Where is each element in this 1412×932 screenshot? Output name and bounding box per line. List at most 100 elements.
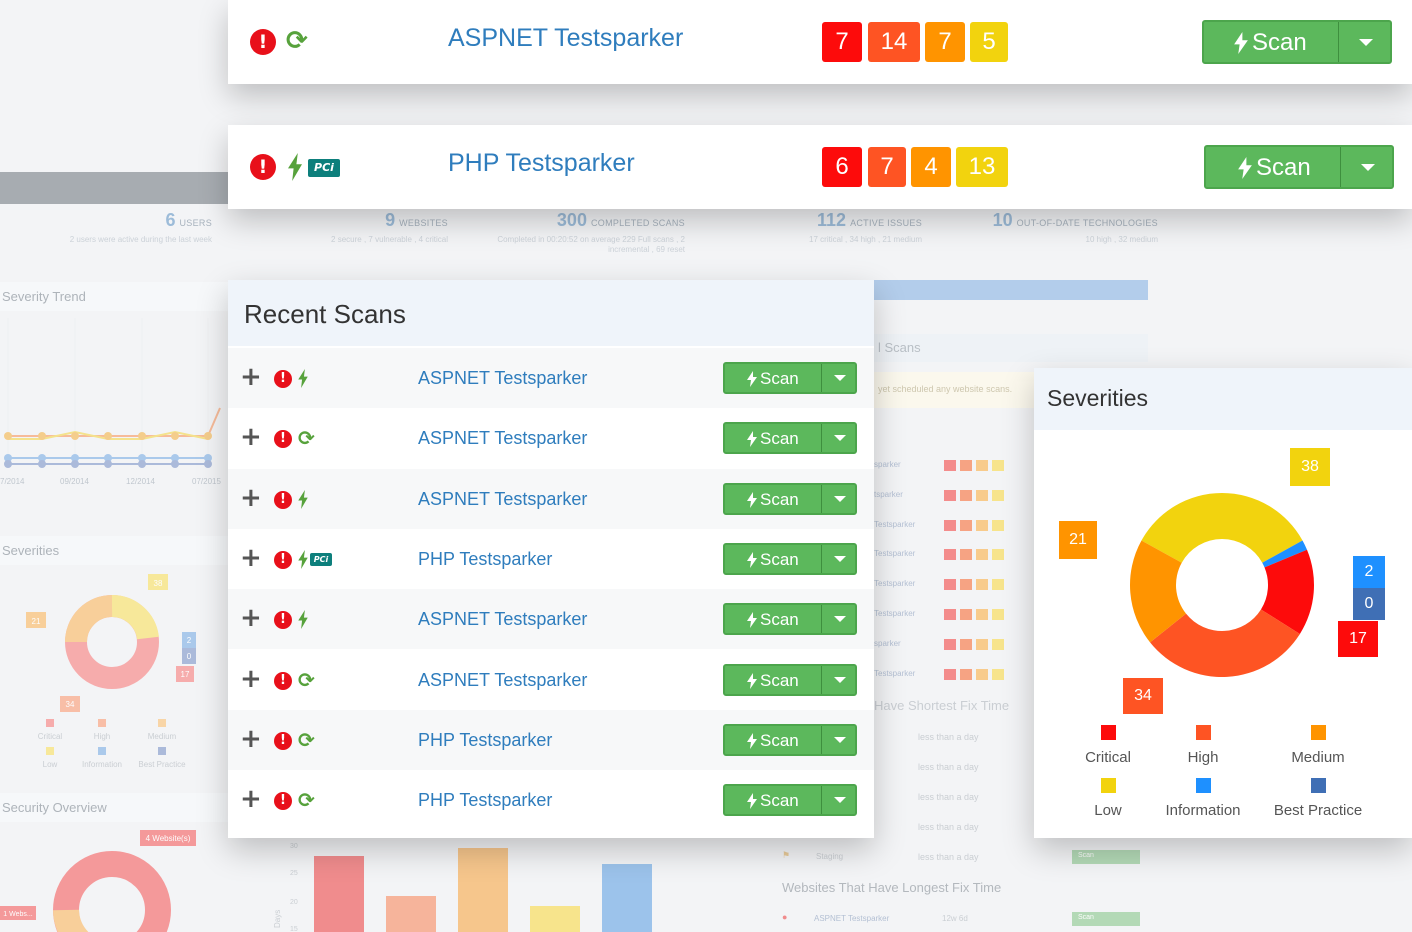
legend-information[interactable]: Information bbox=[1165, 802, 1241, 819]
count-medium[interactable]: 4 bbox=[911, 147, 951, 187]
count-high[interactable]: 7 bbox=[868, 147, 906, 187]
dropdown-toggle-icon[interactable] bbox=[834, 616, 846, 623]
longest-fix-title: Websites That Have Longest Fix Time bbox=[782, 880, 1002, 895]
scan-button[interactable]: Scan bbox=[723, 362, 857, 394]
scan-button[interactable]: Scan bbox=[723, 663, 857, 696]
legend-best-practice[interactable]: Best Practice bbox=[1273, 802, 1363, 819]
scan-button[interactable]: Scan bbox=[723, 542, 857, 575]
bg-count-badge bbox=[976, 519, 988, 531]
trend-tick-1: 7/2014 bbox=[0, 477, 25, 486]
scan-button-label: Scan bbox=[760, 730, 799, 750]
scan-row: + ! ASPNET Testsparker Scan bbox=[228, 468, 874, 529]
count-critical[interactable]: 6 bbox=[822, 147, 862, 187]
scan-row: + ! ⟳ PHP Testsparker Scan bbox=[228, 770, 874, 830]
dropdown-toggle-icon[interactable] bbox=[834, 797, 846, 804]
mini-label-21: 21 bbox=[32, 617, 41, 626]
donut-slice-low[interactable] bbox=[1141, 493, 1303, 563]
stat-users: 6 USERS 2 users were active during the la… bbox=[40, 210, 212, 244]
expand-plus-icon[interactable]: + bbox=[240, 723, 262, 754]
scan-website-link[interactable]: PHP Testsparker bbox=[418, 790, 553, 811]
bg-mini-scan-button-1[interactable]: Scan bbox=[1072, 850, 1140, 864]
dropdown-toggle-icon[interactable] bbox=[834, 375, 846, 381]
legend-critical[interactable]: Critical bbox=[1085, 749, 1131, 766]
dropdown-toggle-icon[interactable] bbox=[834, 495, 846, 502]
scan-button[interactable]: Scan bbox=[723, 784, 857, 817]
bg-count-badge bbox=[944, 519, 956, 531]
expand-plus-icon[interactable]: + bbox=[240, 482, 262, 513]
flag-icon: ⚑ bbox=[782, 850, 791, 860]
donut-slice-critical[interactable] bbox=[1260, 549, 1314, 634]
website-name-link[interactable]: PHP Testsparker bbox=[448, 149, 635, 177]
scan-row: + ! ASPNET Testsparker Scan bbox=[228, 348, 874, 408]
scan-website-link[interactable]: ASPNET Testsparker bbox=[418, 669, 588, 690]
refresh-icon: ⟳ bbox=[286, 26, 308, 56]
scan-website-link[interactable]: ASPNET Testsparker bbox=[418, 609, 588, 630]
dropdown-toggle-icon[interactable] bbox=[834, 736, 846, 743]
stat-websites-value: 9 bbox=[385, 210, 396, 230]
scan-button[interactable]: Scan bbox=[723, 723, 857, 756]
stat-websites-label: WEBSITES bbox=[399, 218, 448, 228]
count-medium[interactable]: 7 bbox=[925, 22, 965, 62]
donut-slice-information[interactable] bbox=[1262, 540, 1307, 568]
expand-plus-icon[interactable]: + bbox=[240, 362, 262, 392]
legend-low[interactable]: Low bbox=[1094, 802, 1122, 819]
bg-scans-title: l Scans bbox=[874, 334, 1148, 362]
legend-low-swatch bbox=[1101, 778, 1116, 793]
dropdown-toggle-icon[interactable] bbox=[834, 435, 846, 442]
count-low[interactable]: 13 bbox=[956, 147, 1008, 187]
count-critical[interactable]: 7 bbox=[822, 22, 862, 62]
scan-button-label: Scan bbox=[760, 791, 799, 811]
scan-website-link[interactable]: ASPNET Testsparker bbox=[418, 428, 588, 449]
dropdown-toggle-icon[interactable] bbox=[834, 555, 846, 562]
dropdown-toggle-icon[interactable] bbox=[834, 676, 846, 683]
bg-count-badge bbox=[944, 579, 956, 591]
legend-high[interactable]: High bbox=[1187, 749, 1219, 766]
expand-plus-icon[interactable]: + bbox=[240, 663, 262, 694]
bg-count-badge bbox=[992, 489, 1004, 501]
expand-plus-icon[interactable]: + bbox=[240, 542, 262, 573]
bolt-icon bbox=[1238, 157, 1252, 179]
scan-website-link[interactable]: PHP Testsparker bbox=[418, 548, 553, 569]
bg-scan-row-name: Testsparker bbox=[874, 579, 916, 589]
scan-website-link[interactable]: PHP Testsparker bbox=[418, 729, 553, 750]
scan-website-link[interactable]: ASPNET Testsparker bbox=[418, 488, 588, 509]
count-high[interactable]: 14 bbox=[868, 22, 920, 62]
legend-medium[interactable]: Medium bbox=[1291, 749, 1345, 766]
severities-donut-chart bbox=[1130, 493, 1314, 677]
bg-scan-row-name: Testsparker bbox=[874, 609, 916, 618]
bolt-icon bbox=[747, 551, 757, 568]
website-name-link[interactable]: ASPNET Testsparker bbox=[448, 24, 684, 52]
count-low[interactable]: 5 bbox=[970, 22, 1008, 62]
label-critical-value: 17 bbox=[1338, 621, 1378, 657]
bg-severities-title: Severities bbox=[0, 536, 228, 565]
stat-users-sub: 2 users were active during the last week bbox=[69, 235, 212, 244]
expand-plus-icon[interactable]: + bbox=[240, 784, 262, 815]
bg-scan-row-name: Testsparker bbox=[874, 549, 916, 559]
scan-website-link[interactable]: ASPNET Testsparker bbox=[418, 368, 588, 388]
dropdown-toggle-icon[interactable] bbox=[1359, 39, 1373, 46]
security-overview-chart: 4 Website(s) 1 Webs... bbox=[0, 830, 196, 932]
expand-plus-icon[interactable]: + bbox=[240, 603, 262, 634]
alert-icon: ! bbox=[274, 611, 292, 630]
scan-button[interactable]: Scan bbox=[723, 603, 857, 636]
scan-button[interactable]: Scan bbox=[723, 482, 857, 515]
expand-plus-icon[interactable]: + bbox=[240, 422, 262, 453]
dropdown-toggle-icon[interactable] bbox=[1361, 164, 1375, 171]
alert-icon: ! bbox=[274, 430, 292, 449]
bg-count-badge bbox=[944, 668, 956, 680]
bolt-icon bbox=[747, 491, 757, 508]
recent-scans-panel: Recent Scans + ! ASPNET Testsparker Scan… bbox=[228, 280, 874, 838]
background-dropdown-bar bbox=[874, 280, 1148, 300]
scan-button[interactable]: Scan bbox=[723, 422, 857, 455]
stat-scans-sub: Completed in 00:20:52 on average 229 Ful… bbox=[497, 235, 685, 244]
scan-button[interactable]: Scan bbox=[1204, 145, 1394, 189]
fix-time-bar-chart: 30 25 20 15 Days bbox=[273, 843, 652, 932]
severity-trend-title: Severity Trend bbox=[0, 282, 228, 311]
bg-count-badge bbox=[960, 668, 972, 680]
donut-slice-medium[interactable] bbox=[1130, 540, 1187, 643]
longest-row-time: 12w 6d bbox=[942, 914, 968, 923]
scan-button[interactable]: Scan bbox=[1202, 20, 1392, 64]
legend-high-swatch bbox=[1196, 725, 1211, 740]
donut-slice-high[interactable] bbox=[1150, 609, 1300, 677]
bg-mini-scan-button-2[interactable]: Scan bbox=[1072, 912, 1140, 926]
